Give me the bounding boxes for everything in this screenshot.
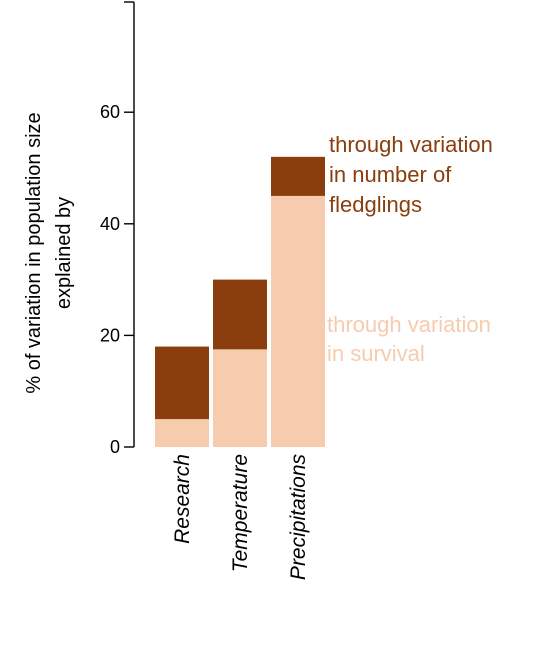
bar-stacks (155, 156, 325, 447)
y-tick-label: 0 (110, 437, 120, 457)
category-labels: Research Temperature Precipitations (171, 454, 310, 581)
bar-segment-fledglings-temperature (213, 279, 267, 350)
category-label-temperature: Temperature (229, 454, 252, 572)
category-label-precipitations: Precipitations (287, 454, 310, 581)
bar-segment-survival-temperature (213, 349, 267, 447)
category-label-research: Research (171, 454, 194, 544)
legend-fledglings: through variation in number of fledgling… (329, 132, 493, 217)
bar-segment-fledglings-precipitations (271, 156, 325, 196)
y-axis-ticks: 0 20 40 60 (100, 102, 134, 457)
y-tick-label: 20 (100, 325, 120, 345)
legend-fledglings-line-3: fledglings (329, 192, 422, 217)
y-axis-title-line-1: % of variation in population size (23, 112, 45, 393)
y-tick-label: 60 (100, 102, 120, 122)
y-tick-label: 40 (100, 214, 120, 234)
legend-fledglings-line-1: through variation (329, 132, 493, 157)
legend-survival: through variation in survival (327, 312, 491, 366)
bar-segment-survival-precipitations (271, 195, 325, 447)
y-axis-title-line-2: explained by (53, 197, 75, 309)
bar-segment-survival-research (155, 419, 209, 447)
bar-segment-fledglings-research (155, 346, 209, 420)
legend-survival-line-2: in survival (327, 341, 425, 366)
legend-fledglings-line-2: in number of (329, 162, 452, 187)
legend-survival-line-1: through variation (327, 312, 491, 337)
